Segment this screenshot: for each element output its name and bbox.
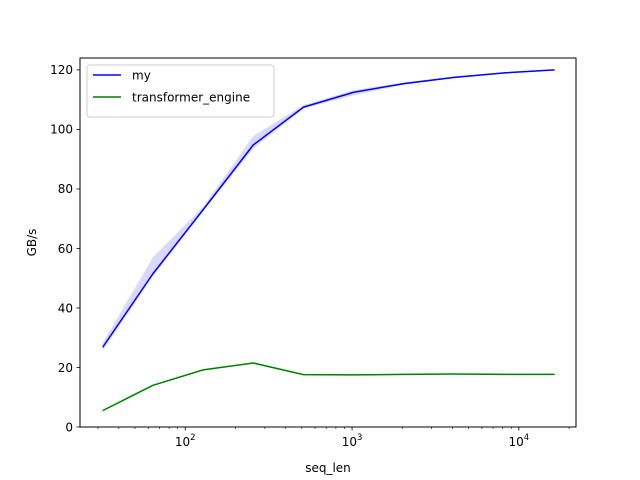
legend-label-0: my <box>132 68 151 82</box>
x-axis-ticks: 102 103 104 <box>97 427 570 449</box>
legend-frame <box>86 64 275 118</box>
x-tick-label: 102 <box>175 433 196 449</box>
y-axis-label: GB/s <box>25 229 39 257</box>
x-axis-label: seq_len <box>305 461 351 475</box>
y-tick-label: 0 <box>65 420 73 434</box>
y-tick-label: 20 <box>58 361 73 375</box>
y-axis-ticks: 0 20 40 60 80 100 120 <box>50 63 80 434</box>
legend: my transformer_engine <box>86 64 275 118</box>
series-lines <box>102 69 555 412</box>
y-tick-label: 60 <box>58 242 73 256</box>
series-line-1 <box>102 362 555 412</box>
plot-frame <box>79 57 577 428</box>
legend-label-1: transformer_engine <box>132 90 250 104</box>
y-tick-label: 120 <box>50 63 73 77</box>
y-tick-label: 100 <box>50 123 73 137</box>
x-tick-label: 104 <box>509 433 530 449</box>
y-tick-label: 80 <box>58 182 73 196</box>
y-tick-label: 40 <box>58 301 73 315</box>
x-tick-label: 103 <box>342 433 363 449</box>
series-line-0 <box>102 69 555 348</box>
